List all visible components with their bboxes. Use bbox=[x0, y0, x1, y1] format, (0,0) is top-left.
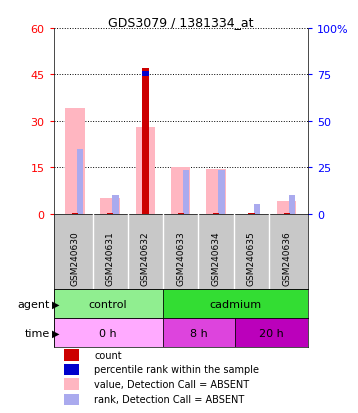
Bar bbox=[284, 213, 290, 214]
Bar bbox=[163, 290, 308, 318]
Bar bbox=[65, 109, 84, 214]
Bar bbox=[77, 150, 83, 214]
Bar bbox=[163, 318, 235, 347]
Text: percentile rank within the sample: percentile rank within the sample bbox=[95, 365, 259, 375]
Bar bbox=[235, 318, 308, 347]
Text: 0 h: 0 h bbox=[100, 328, 117, 338]
Bar bbox=[248, 213, 255, 214]
Bar bbox=[142, 72, 149, 77]
Bar bbox=[107, 213, 113, 214]
Bar bbox=[213, 213, 219, 214]
Text: GSM240631: GSM240631 bbox=[106, 231, 115, 286]
Bar bbox=[64, 349, 79, 361]
Bar bbox=[183, 171, 189, 214]
Text: GSM240634: GSM240634 bbox=[212, 231, 221, 286]
Bar bbox=[206, 169, 226, 214]
Bar bbox=[253, 205, 260, 214]
Text: GSM240635: GSM240635 bbox=[247, 231, 256, 286]
Text: 8 h: 8 h bbox=[190, 328, 208, 338]
Bar bbox=[218, 171, 224, 214]
Bar bbox=[64, 364, 79, 375]
Bar bbox=[112, 196, 118, 214]
Text: ▶: ▶ bbox=[52, 299, 59, 309]
Text: GSM240633: GSM240633 bbox=[176, 231, 185, 286]
Text: count: count bbox=[95, 350, 122, 360]
Bar bbox=[54, 290, 163, 318]
Text: GSM240630: GSM240630 bbox=[71, 231, 79, 286]
Text: control: control bbox=[89, 299, 127, 309]
Bar bbox=[101, 199, 120, 214]
Text: value, Detection Call = ABSENT: value, Detection Call = ABSENT bbox=[95, 379, 250, 389]
Text: GSM240632: GSM240632 bbox=[141, 231, 150, 286]
Title: GDS3079 / 1381334_at: GDS3079 / 1381334_at bbox=[108, 16, 253, 29]
Bar bbox=[142, 69, 149, 214]
Text: cadmium: cadmium bbox=[209, 299, 261, 309]
Bar bbox=[72, 213, 78, 214]
Bar bbox=[277, 202, 296, 214]
Bar bbox=[136, 128, 155, 214]
Text: ▶: ▶ bbox=[52, 328, 59, 338]
Bar bbox=[54, 318, 163, 347]
Text: 20 h: 20 h bbox=[259, 328, 284, 338]
Text: rank, Detection Call = ABSENT: rank, Detection Call = ABSENT bbox=[95, 394, 245, 404]
Bar bbox=[171, 168, 190, 214]
Text: GSM240636: GSM240636 bbox=[282, 231, 291, 286]
Bar bbox=[289, 196, 295, 214]
Text: time: time bbox=[25, 328, 50, 338]
Bar bbox=[64, 394, 79, 405]
Bar bbox=[64, 378, 79, 390]
Bar bbox=[178, 213, 184, 214]
Text: agent: agent bbox=[18, 299, 50, 309]
